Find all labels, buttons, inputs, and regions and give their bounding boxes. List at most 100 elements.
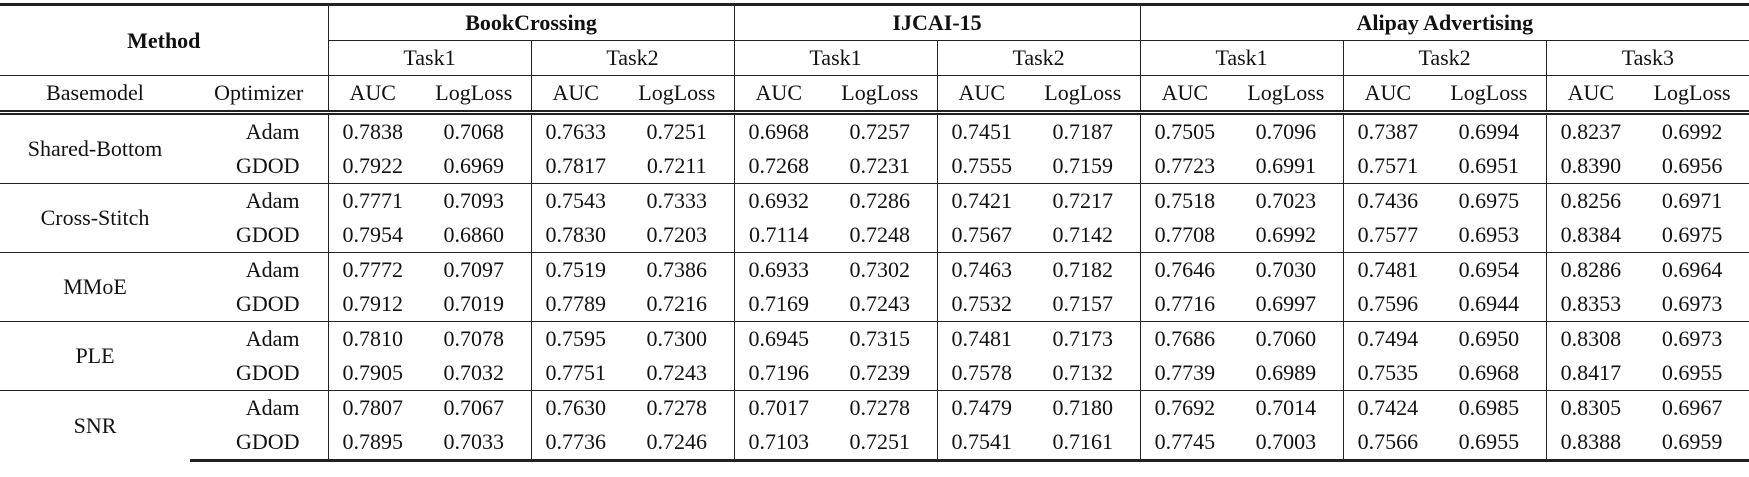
data-row: GDOD 0.7895 0.7033 0.7736 0.7246 0.7103 0.7251… (0, 425, 1749, 462)
value-cell: 0.7196 (733, 356, 824, 391)
value-cell: 0.6944 (1458, 291, 1520, 316)
value-cell: 0.7217 (1026, 183, 1141, 218)
value-cell: 0.6975 (1432, 183, 1547, 218)
value-cell: 0.7211 (646, 153, 707, 178)
basemodel-cell: PLE (0, 321, 190, 391)
value-cell: 0.7243 (646, 360, 708, 385)
value-cell: 0.6967 (1635, 390, 1749, 425)
value-cell: 0.7315 (823, 321, 938, 356)
task-header: Task1 (1139, 40, 1344, 76)
metric-header: LogLoss (1432, 75, 1547, 115)
value-cell: 0.6955 (1661, 360, 1723, 385)
optimizer-cell: Adam (190, 252, 329, 287)
value-cell: 0.7231 (849, 153, 911, 178)
value-cell: 0.7182 (1026, 252, 1141, 287)
value-cell: 0.7248 (849, 222, 911, 247)
metric-header: AUC (936, 75, 1027, 115)
value-cell: 0.7541 (936, 425, 1027, 462)
value-cell: 0.7180 (1026, 390, 1141, 425)
value-cell: 0.7114 (733, 218, 824, 253)
value-cell: 0.6997 (1255, 291, 1317, 316)
optimizer-cell: Adam (245, 119, 300, 144)
value-cell: 0.8286 (1545, 252, 1636, 287)
value-cell: 0.7203 (646, 222, 708, 247)
value-cell: 0.7159 (1052, 153, 1114, 178)
value-cell: 0.7739 (1139, 356, 1230, 391)
data-row: PLE Adam 0.7810 0.7078 0.7595 0.7300 0.6945 0.7… (0, 321, 1749, 391)
value-cell: 0.6932 (733, 183, 824, 218)
task-header: Task1 (733, 40, 938, 76)
value-cell: 0.6973 (1635, 321, 1749, 356)
value-cell: 0.7708 (1139, 218, 1230, 253)
value-cell: 0.7169 (733, 287, 824, 322)
value-cell: 0.7905 (327, 356, 418, 391)
value-cell: 0.7078 (417, 321, 532, 356)
value-cell: 0.7807 (327, 390, 418, 425)
value-cell: 0.8417 (1545, 356, 1636, 391)
value-cell: 0.7922 (327, 149, 418, 184)
value-cell: 0.6956 (1661, 153, 1723, 178)
optimizer-cell: GDOD (235, 222, 300, 247)
value-cell: 0.7239 (849, 360, 911, 385)
value-cell: 0.7333 (620, 183, 735, 218)
metric-header: LogLoss (620, 75, 735, 115)
value-cell: 0.7954 (327, 218, 418, 253)
value-cell: 0.8305 (1545, 390, 1636, 425)
value-cell: 0.7278 (620, 390, 735, 425)
value-cell: 0.7494 (1342, 321, 1433, 356)
value-cell: 0.7060 (1229, 321, 1344, 356)
header-row: Basemodel Optimizer AUC LogLoss AUC LogLoss AU… (0, 75, 1749, 115)
value-cell: 0.7535 (1342, 356, 1433, 391)
dataset-header: Alipay Advertising (1139, 3, 1749, 41)
value-cell: 0.6959 (1635, 425, 1749, 462)
metric-header: LogLoss (1229, 75, 1344, 115)
value-cell: 0.7895 (327, 425, 418, 462)
optimizer-cell: GDOD (190, 425, 329, 462)
value-cell: 0.7161 (1026, 425, 1141, 462)
value-cell: 0.7838 (327, 112, 418, 149)
value-cell: 0.7251 (823, 425, 938, 462)
value-cell: 0.7736 (530, 425, 621, 462)
value-cell: 0.6953 (1458, 222, 1520, 247)
data-row: GDOD 0.7922 0.6969 0.7817 0.7211 0.7268 0.7231… (0, 149, 1749, 184)
value-cell: 0.7187 (1052, 119, 1114, 144)
value-cell: 0.7421 (936, 183, 1027, 218)
metric-header: AUC (327, 75, 418, 115)
value-cell: 0.7067 (417, 390, 532, 425)
value-cell: 0.7532 (936, 287, 1027, 322)
value-cell: 0.7479 (936, 390, 1027, 425)
metric-header: AUC (733, 75, 824, 115)
value-cell: 0.7142 (1052, 222, 1114, 247)
data-row: GDOD 0.7954 0.6860 0.7830 0.7203 0.7114 0.7248… (0, 218, 1749, 253)
value-cell: 0.7810 (327, 321, 418, 356)
value-cell: 0.7278 (823, 390, 938, 425)
value-cell: 0.7286 (823, 183, 938, 218)
value-cell: 0.7566 (1342, 425, 1433, 462)
value-cell: 0.6971 (1635, 183, 1749, 218)
metric-header: LogLoss (823, 75, 938, 115)
basemodel-cell: MMoE (0, 252, 190, 322)
value-cell: 0.6860 (443, 222, 505, 247)
value-cell: 0.8388 (1545, 425, 1636, 462)
value-cell: 0.6969 (443, 153, 505, 178)
value-cell: 0.6975 (1661, 222, 1723, 247)
dataset-header: BookCrossing (327, 3, 735, 41)
value-cell: 0.7630 (530, 390, 621, 425)
value-cell: 0.7033 (417, 425, 532, 462)
value-cell: 0.7463 (936, 252, 1027, 287)
value-cell: 0.7567 (936, 218, 1027, 253)
value-cell: 0.6973 (1661, 291, 1723, 316)
data-row: Shared-Bottom Adam 0.7838 0.7068 0.7633 0.725… (0, 112, 1749, 161)
header-row: Task1 Task2 Task1 Task2 Task1 Task2 Task3 (0, 40, 1749, 76)
value-cell: 0.6954 (1432, 252, 1547, 287)
value-cell: 0.7243 (849, 291, 911, 316)
value-cell: 0.6951 (1458, 153, 1520, 178)
page: Method BookCrossing IJCAI-15 Alipay Adverti… (0, 3, 1749, 477)
value-cell: 0.7716 (1139, 287, 1230, 322)
value-cell: 0.7555 (936, 149, 1027, 184)
value-cell: 0.7519 (530, 252, 621, 287)
metric-header: AUC (530, 75, 621, 115)
value-cell: 0.7451 (936, 112, 1027, 149)
method-header: Method (0, 3, 329, 76)
value-cell: 0.7771 (327, 183, 418, 218)
